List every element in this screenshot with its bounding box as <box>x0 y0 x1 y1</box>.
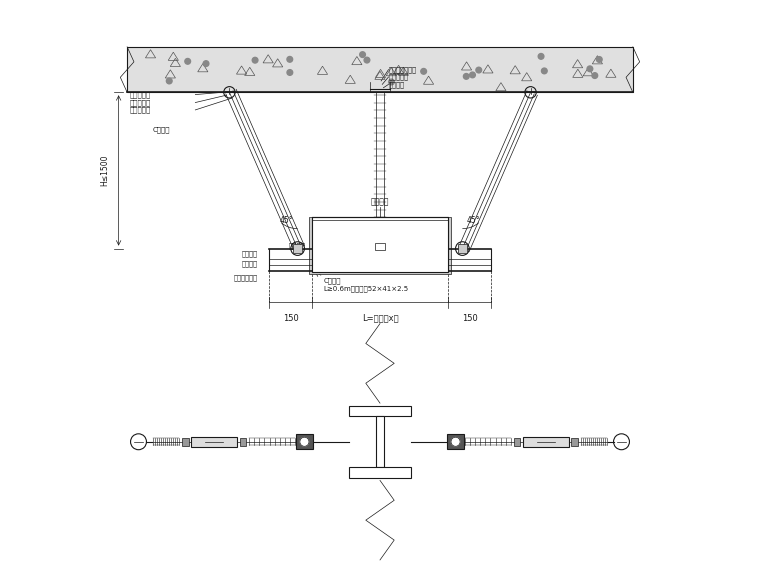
Circle shape <box>185 58 191 64</box>
Bar <box>523 437 568 447</box>
Circle shape <box>592 73 597 78</box>
Text: 全螺纹吹杆: 全螺纹吹杆 <box>388 74 409 81</box>
Text: 层面渗磁桔: 层面渗磁桔 <box>130 92 151 98</box>
Circle shape <box>252 57 258 63</box>
Bar <box>192 437 237 447</box>
Circle shape <box>451 437 460 447</box>
Circle shape <box>541 68 547 74</box>
Bar <box>349 467 411 477</box>
Text: C型钢钉: C型钢钉 <box>153 126 170 132</box>
Text: 专用渗磁桔: 专用渗磁桔 <box>130 107 151 113</box>
Text: 电缆桦架: 电缆桦架 <box>371 198 389 207</box>
Circle shape <box>203 61 209 66</box>
Circle shape <box>587 66 593 71</box>
Text: 45°: 45° <box>280 216 293 224</box>
Bar <box>239 438 246 446</box>
Circle shape <box>388 79 394 85</box>
Bar <box>349 406 411 416</box>
Circle shape <box>166 78 172 84</box>
Circle shape <box>464 74 469 79</box>
Bar <box>309 217 451 274</box>
Bar <box>458 244 467 253</box>
Circle shape <box>359 52 366 58</box>
Text: C型钢钉: C型钢钉 <box>323 278 340 284</box>
Text: 现有设备: 现有设备 <box>289 242 306 249</box>
Text: 杆头螺母: 杆头螺母 <box>242 250 258 257</box>
Circle shape <box>597 57 602 62</box>
Text: L=桢架宽x度: L=桢架宽x度 <box>362 313 398 323</box>
Bar <box>182 438 188 446</box>
Bar <box>296 435 313 449</box>
Text: 专用渗磁桔头本: 专用渗磁桔头本 <box>388 66 416 73</box>
Bar <box>293 244 302 253</box>
Circle shape <box>538 54 544 59</box>
Bar <box>375 243 385 250</box>
Text: 45°: 45° <box>467 216 480 224</box>
Circle shape <box>300 437 309 447</box>
Bar <box>127 47 633 93</box>
Bar <box>312 217 448 272</box>
Text: 加劲装置: 加劲装置 <box>388 81 404 88</box>
Text: L≥0.6m时子开孔52×41×2.5: L≥0.6m时子开孔52×41×2.5 <box>323 286 408 292</box>
Bar <box>447 435 464 449</box>
Text: 抗震连接件: 抗震连接件 <box>130 99 151 106</box>
Text: 150: 150 <box>283 313 299 323</box>
Circle shape <box>476 67 482 73</box>
Text: 150: 150 <box>461 313 477 323</box>
Bar <box>514 438 521 446</box>
Text: 专用外露螺母: 专用外露螺母 <box>234 274 258 280</box>
Circle shape <box>287 57 293 62</box>
Bar <box>572 438 578 446</box>
Circle shape <box>364 57 370 63</box>
Circle shape <box>470 72 475 78</box>
Text: H≤1500: H≤1500 <box>100 155 109 186</box>
Text: 槽道螺母: 槽道螺母 <box>242 260 258 267</box>
Circle shape <box>421 69 426 74</box>
Bar <box>376 416 384 467</box>
Circle shape <box>287 70 293 75</box>
